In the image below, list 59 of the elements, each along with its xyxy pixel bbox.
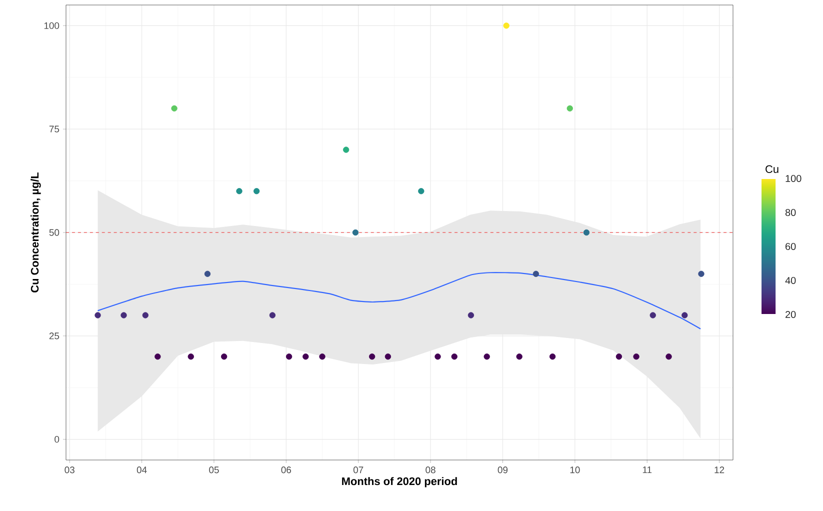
point bbox=[434, 354, 441, 360]
line-series bbox=[97, 272, 702, 330]
point bbox=[666, 354, 672, 360]
point bbox=[503, 22, 510, 29]
color-bar-title: Cu bbox=[766, 165, 778, 174]
color-bar-label: 20 bbox=[786, 310, 796, 318]
point bbox=[468, 312, 474, 318]
point bbox=[352, 229, 359, 236]
point bbox=[566, 105, 573, 112]
point bbox=[484, 354, 490, 360]
x-tick-label: 11 bbox=[642, 466, 652, 474]
point bbox=[94, 312, 101, 318]
y-tick-label: 25 bbox=[49, 332, 60, 340]
point bbox=[221, 354, 228, 360]
point bbox=[418, 188, 424, 194]
point bbox=[120, 312, 127, 318]
x-tick-label: 06 bbox=[281, 466, 292, 474]
point bbox=[269, 312, 276, 318]
point bbox=[171, 105, 178, 112]
point bbox=[342, 146, 350, 153]
y-tick-label: 75 bbox=[49, 126, 60, 132]
point bbox=[319, 354, 326, 360]
point bbox=[236, 188, 242, 194]
y-tick-label: 50 bbox=[49, 229, 60, 236]
point bbox=[384, 354, 392, 360]
point bbox=[253, 188, 260, 194]
y-tick-label: 0 bbox=[54, 436, 60, 443]
color-bar-label: 80 bbox=[785, 208, 796, 216]
color-bar-label: 40 bbox=[785, 276, 796, 284]
point bbox=[633, 354, 640, 360]
x-tick-label: 08 bbox=[426, 466, 436, 474]
color-bar-label: 60 bbox=[786, 242, 796, 250]
x-tick-label: 12 bbox=[714, 466, 724, 474]
x-tick-label: 04 bbox=[136, 466, 147, 474]
x-tick-label: 05 bbox=[209, 466, 219, 474]
point bbox=[698, 270, 704, 277]
point bbox=[154, 354, 161, 360]
point bbox=[583, 229, 590, 236]
point bbox=[549, 354, 556, 360]
x-axis-title: Months of 2020 period bbox=[342, 477, 457, 488]
point bbox=[142, 312, 148, 318]
point bbox=[286, 354, 292, 360]
color-bar-label: 100 bbox=[786, 174, 802, 182]
point bbox=[682, 312, 688, 318]
point bbox=[451, 354, 458, 360]
point bbox=[302, 354, 309, 360]
point bbox=[516, 354, 522, 360]
point bbox=[204, 270, 211, 277]
y-axis-title: Cu Concentration, µg/L bbox=[30, 172, 41, 292]
point bbox=[188, 354, 194, 360]
y-tick-label: 100 bbox=[44, 22, 60, 30]
x-tick-label: 09 bbox=[498, 466, 508, 474]
point bbox=[368, 354, 376, 360]
x-tick-label: 03 bbox=[64, 466, 74, 474]
point bbox=[650, 312, 656, 318]
point bbox=[616, 354, 622, 360]
x-tick-label: 07 bbox=[353, 466, 364, 474]
x-tick-label: 10 bbox=[570, 466, 580, 474]
point bbox=[532, 270, 540, 277]
